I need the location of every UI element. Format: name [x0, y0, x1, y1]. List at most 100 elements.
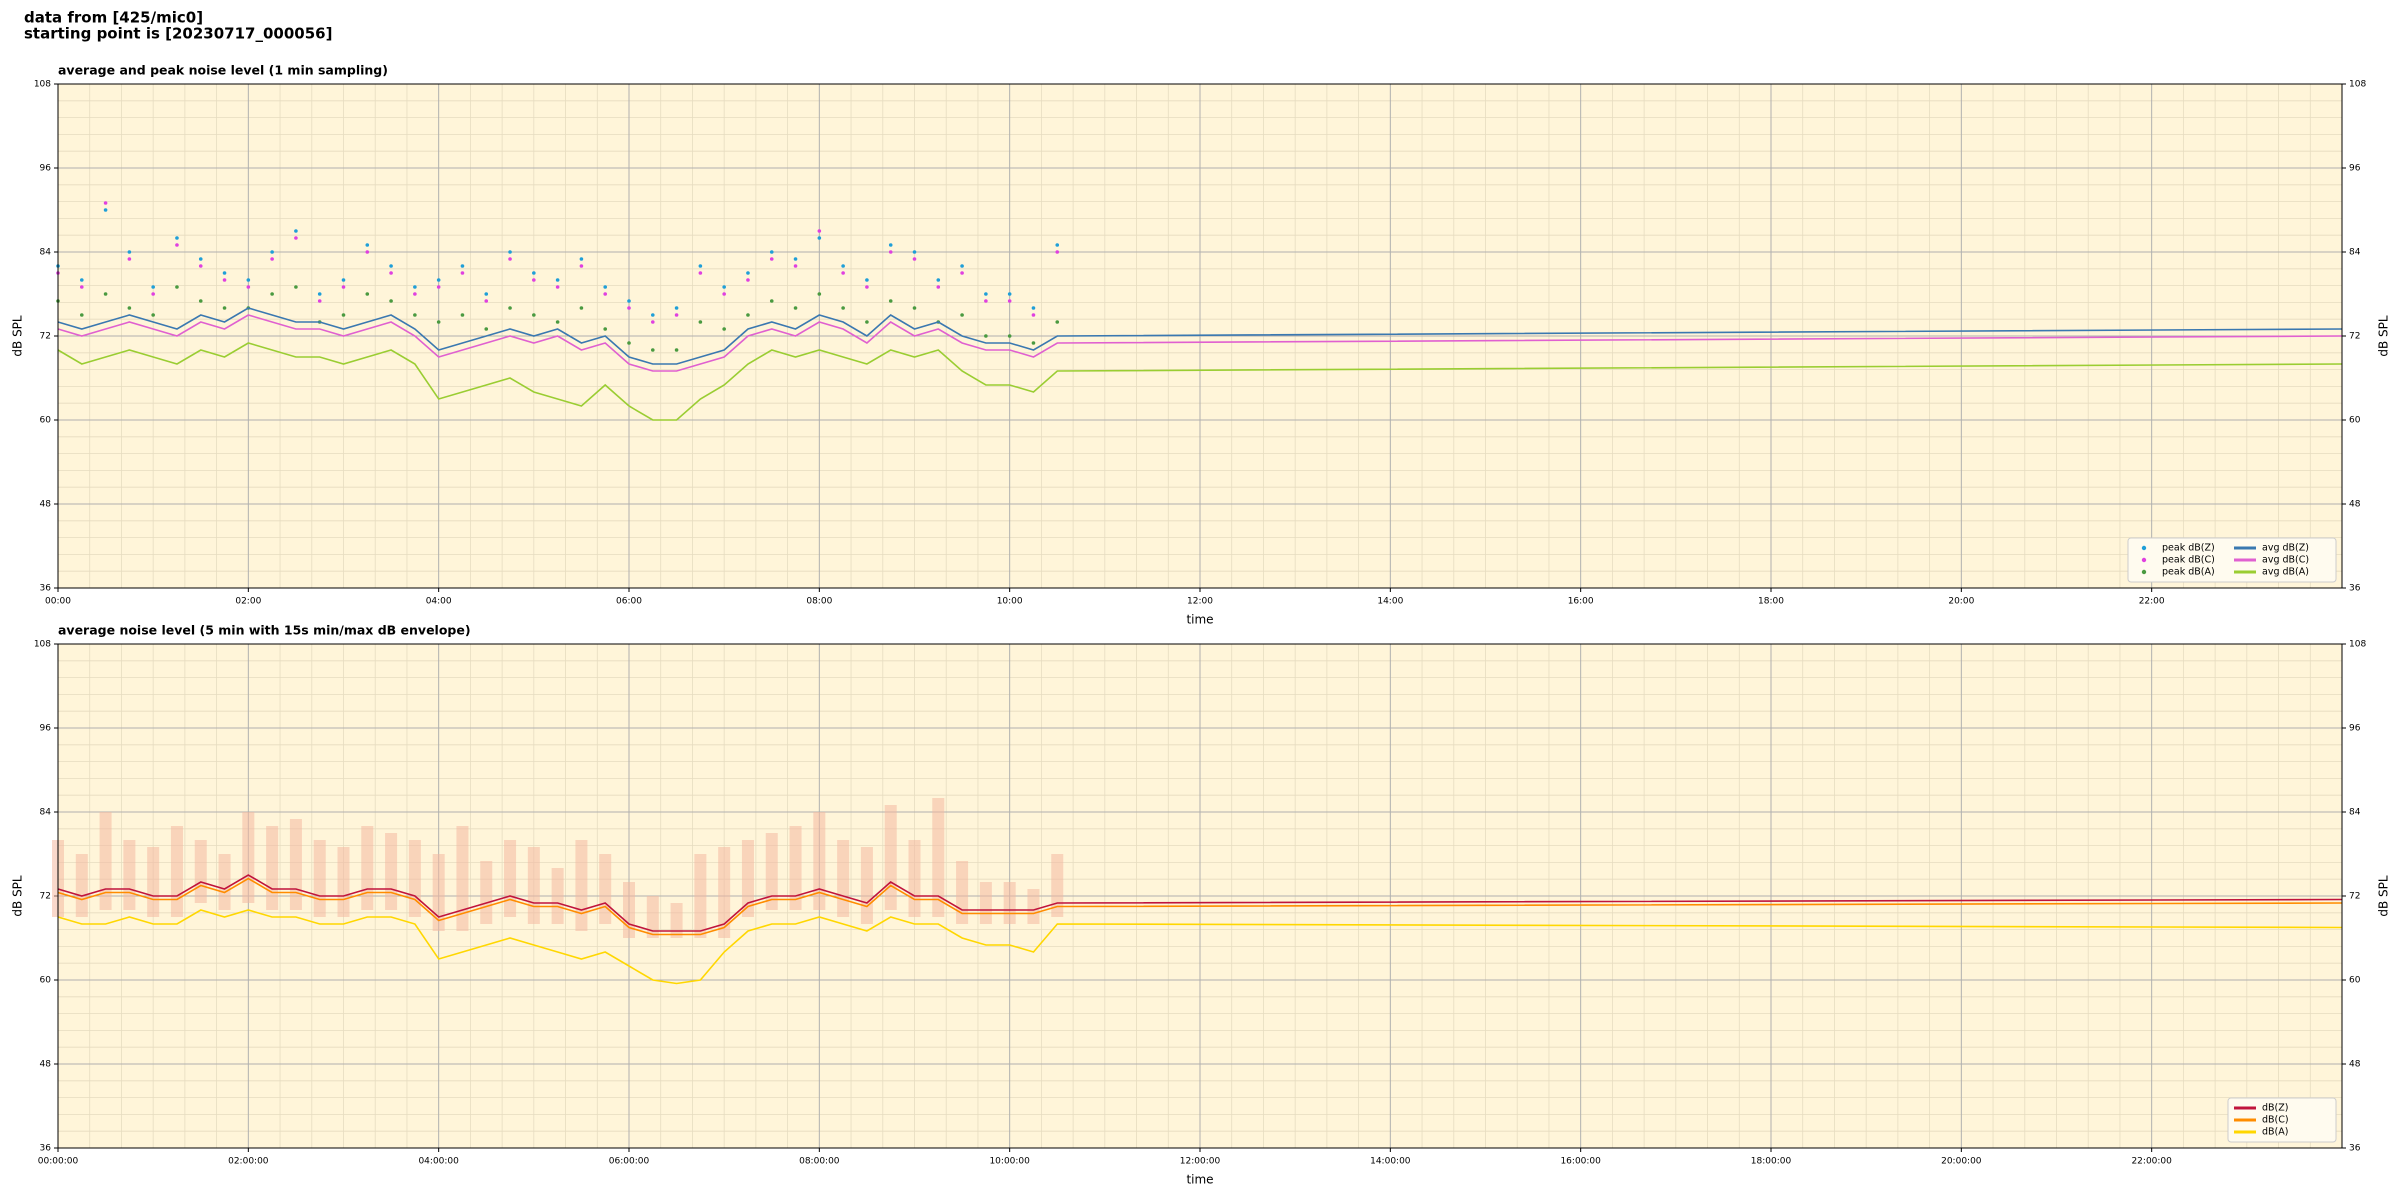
envelope	[242, 812, 255, 903]
legend-marker	[2141, 569, 2147, 575]
peak-point	[769, 257, 774, 261]
peak-point	[532, 278, 536, 282]
envelope	[646, 896, 659, 938]
peak-point	[436, 278, 441, 282]
legend-marker	[2141, 557, 2147, 563]
peak-point	[841, 271, 845, 275]
peak-point	[746, 278, 750, 282]
x-tick-label: 18:00	[1758, 597, 1784, 607]
peak-point	[912, 257, 917, 261]
envelope	[123, 840, 136, 910]
y-tick-label: 84	[40, 248, 52, 258]
peak-point	[888, 243, 893, 247]
peak-point	[484, 292, 489, 296]
y-tick-label: 72	[2349, 332, 2360, 342]
legend-label: dB(Z)	[2262, 1103, 2288, 1114]
peak-point	[555, 320, 560, 324]
envelope	[670, 903, 683, 938]
peak-point	[960, 313, 964, 317]
envelope	[813, 812, 826, 910]
peak-point	[627, 299, 631, 303]
peak-point	[175, 285, 179, 289]
x-tick-label: 08:00	[806, 597, 832, 607]
peak-point	[246, 285, 251, 289]
envelope	[741, 840, 754, 917]
legend-label: peak dB(A)	[2162, 567, 2215, 578]
y-tick-label: 60	[2349, 416, 2361, 426]
peak-point	[674, 306, 679, 310]
peak-point	[603, 292, 608, 296]
envelope	[194, 840, 207, 903]
peak-point	[508, 250, 512, 254]
envelope	[979, 882, 992, 924]
peak-point	[793, 257, 798, 261]
peak-point	[865, 278, 869, 282]
peak-point	[627, 306, 631, 310]
peak-point	[865, 285, 869, 289]
peak-point	[722, 327, 726, 331]
envelope	[170, 826, 183, 917]
y-tick-label: 108	[34, 640, 51, 650]
peak-point	[603, 285, 608, 289]
peak-point	[317, 292, 322, 296]
x-tick-label: 04:00	[426, 597, 452, 607]
y-axis-label: dB SPL	[11, 875, 25, 917]
peak-point	[888, 299, 893, 303]
envelope	[527, 847, 540, 924]
peak-point	[793, 306, 798, 310]
envelope	[75, 854, 88, 917]
y-tick-label: 108	[2349, 80, 2366, 90]
peak-point	[460, 271, 465, 275]
peak-point	[222, 306, 227, 310]
peak-point	[127, 257, 132, 261]
y-tick-label: 36	[40, 1144, 52, 1154]
peak-point	[603, 327, 608, 331]
peak-point	[79, 313, 84, 317]
peak-point	[508, 257, 512, 261]
x-tick-label: 10:00	[997, 597, 1023, 607]
y-tick-label: 60	[2349, 976, 2361, 986]
envelope	[884, 805, 897, 910]
peak-point	[579, 306, 584, 310]
envelope	[789, 826, 802, 910]
peak-point	[389, 264, 393, 268]
peak-point	[103, 201, 108, 205]
envelope	[408, 840, 421, 917]
peak-point	[175, 243, 179, 247]
peak-point	[389, 271, 393, 275]
peak-point	[389, 299, 393, 303]
peak-point	[365, 250, 370, 254]
peak-point	[294, 229, 298, 233]
peak-point	[222, 271, 227, 275]
legend-box	[2127, 537, 2337, 583]
legend-label: peak dB(C)	[2162, 555, 2215, 566]
peak-point	[769, 250, 774, 254]
legend-label: avg dB(C)	[2262, 555, 2309, 566]
envelope	[932, 798, 945, 917]
x-tick-label: 20:00	[1948, 597, 1974, 607]
envelope	[1027, 889, 1040, 924]
peak-point	[1055, 320, 1060, 324]
envelope	[385, 833, 398, 910]
peak-point	[317, 299, 322, 303]
peak-point	[484, 299, 489, 303]
envelope	[575, 840, 588, 931]
y-tick-label: 72	[40, 332, 51, 342]
peak-point	[1007, 299, 1012, 303]
header-line: starting point is [20230717_000056]	[24, 25, 332, 43]
x-tick-label: 18:00:00	[1751, 1157, 1792, 1167]
chart-title: average noise level (5 min with 15s min/…	[58, 623, 471, 638]
y-tick-label: 48	[2349, 500, 2361, 510]
y-tick-label: 48	[40, 500, 52, 510]
envelope	[337, 847, 350, 917]
x-tick-label: 22:00:00	[2131, 1157, 2172, 1167]
peak-point	[984, 292, 988, 296]
peak-point	[151, 292, 155, 296]
peak-point	[817, 236, 822, 240]
peak-point	[222, 278, 227, 282]
y-tick-label: 48	[40, 1060, 52, 1070]
y-tick-label: 96	[2349, 164, 2361, 174]
y-tick-label: 60	[40, 416, 52, 426]
x-tick-label: 02:00:00	[228, 1157, 269, 1167]
envelope	[551, 868, 564, 924]
